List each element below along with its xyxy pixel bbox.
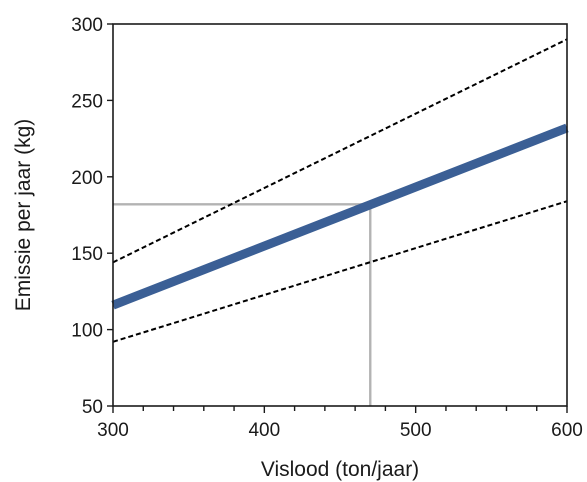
- y-tick-label: 50: [82, 397, 103, 418]
- x-tick-label: 500: [400, 420, 432, 441]
- x-tick-label: 400: [248, 420, 280, 441]
- y-tick-label: 200: [71, 168, 103, 189]
- y-tick-label: 150: [71, 244, 103, 265]
- plot-frame: [112, 23, 568, 407]
- y-tick-label: 300: [71, 15, 103, 36]
- y-tick-label: 250: [71, 91, 103, 112]
- axis-ticks: 50 100 150 200 250 300 300 400 500 600: [71, 15, 583, 441]
- plot-area: [111, 38, 569, 406]
- series-line-upper: [112, 38, 568, 264]
- x-axis-title: Vislood (ton/jaar): [261, 458, 419, 481]
- x-tick-label: 300: [97, 420, 129, 441]
- series-line-lower: [112, 200, 568, 343]
- x-tick-label: 600: [551, 420, 583, 441]
- y-axis-title: Emissie per jaar (kg): [12, 119, 35, 312]
- y-tick-label: 100: [71, 321, 103, 342]
- series-line-central: [111, 123, 569, 310]
